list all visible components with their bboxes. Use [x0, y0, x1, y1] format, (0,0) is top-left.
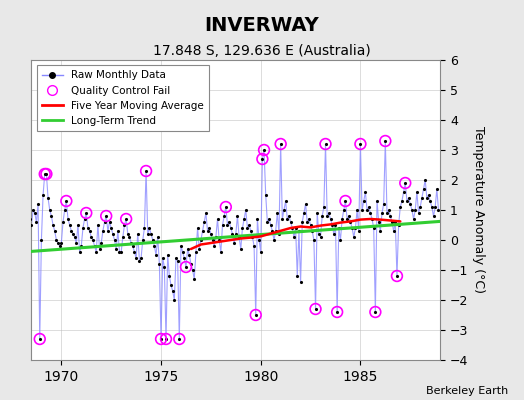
Point: [82, 210, 91, 216]
Point: [182, 264, 190, 270]
Point: [260, 147, 268, 153]
Point: [40, 171, 49, 177]
Point: [162, 336, 170, 342]
Text: Berkeley Earth: Berkeley Earth: [426, 386, 508, 396]
Point: [333, 309, 341, 315]
Point: [321, 141, 330, 147]
Point: [122, 216, 130, 222]
Text: INVERWAY: INVERWAY: [205, 16, 319, 35]
Point: [341, 198, 350, 204]
Point: [252, 312, 260, 318]
Point: [142, 168, 150, 174]
Legend: Raw Monthly Data, Quality Control Fail, Five Year Moving Average, Long-Term Tren: Raw Monthly Data, Quality Control Fail, …: [37, 65, 209, 131]
Point: [157, 336, 165, 342]
Point: [42, 171, 51, 177]
Point: [401, 180, 409, 186]
Point: [356, 141, 365, 147]
Point: [381, 138, 389, 144]
Point: [36, 336, 44, 342]
Point: [222, 204, 230, 210]
Point: [371, 309, 379, 315]
Point: [393, 273, 401, 279]
Text: 17.848 S, 129.636 E (Australia): 17.848 S, 129.636 E (Australia): [153, 44, 371, 58]
Point: [311, 306, 320, 312]
Point: [102, 213, 111, 219]
Point: [277, 141, 285, 147]
Point: [258, 156, 267, 162]
Point: [175, 336, 183, 342]
Y-axis label: Temperature Anomaly (°C): Temperature Anomaly (°C): [472, 126, 485, 294]
Point: [62, 198, 71, 204]
